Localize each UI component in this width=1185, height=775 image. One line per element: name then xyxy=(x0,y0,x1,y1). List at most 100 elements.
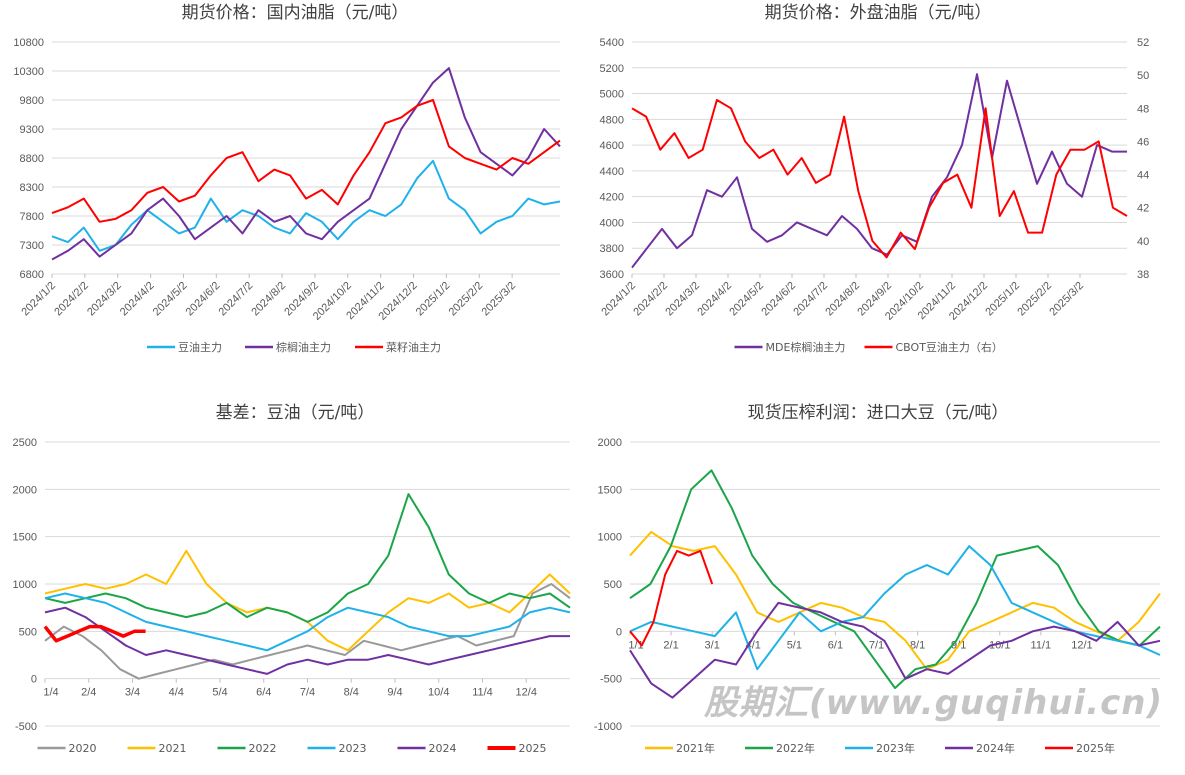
y-tick-label: -500 xyxy=(600,674,622,686)
y-tick-label: 500 xyxy=(604,579,622,591)
x-tick-label: 1/4 xyxy=(43,687,58,699)
x-tick-label: 12/4 xyxy=(516,687,537,699)
x-tick-label: 3/4 xyxy=(125,687,140,699)
x-tick-label: 2024/4/2 xyxy=(695,280,734,319)
y2-tick-label: 50 xyxy=(1137,70,1149,82)
y-tick-label: 1000 xyxy=(598,532,622,544)
chart-title: 期货价格：外盘油脂（元/吨） xyxy=(765,3,992,23)
legend-label: 2024年 xyxy=(976,741,1015,755)
y-tick-label: 3800 xyxy=(600,243,624,255)
series-line-2024年 xyxy=(629,601,1161,699)
legend-label: 2025 xyxy=(519,742,547,755)
legend-label: 2021年 xyxy=(676,741,715,755)
legend-label: MDE棕榈油主力 xyxy=(766,340,846,354)
x-tick-label: 2025/1/2 xyxy=(414,280,453,319)
x-tick-label: 4/4 xyxy=(169,687,184,699)
x-tick-label: 12/1 xyxy=(1071,639,1092,651)
series-line-CBOT豆油主力（右） xyxy=(631,99,1128,259)
y2-tick-label: 44 xyxy=(1137,170,1149,182)
legend-label: CBOT豆油主力（右） xyxy=(896,340,1003,354)
y-tick-label: 6800 xyxy=(20,269,44,281)
x-tick-label: 2024/2/2 xyxy=(631,280,670,319)
series-line-MDE棕榈油主力 xyxy=(631,73,1127,269)
series-line-2024 xyxy=(44,606,570,675)
y-tick-label: 500 xyxy=(19,626,37,638)
y2-tick-label: 42 xyxy=(1137,203,1149,215)
y2-tick-label: 46 xyxy=(1137,136,1149,148)
x-tick-label: 2025/2/2 xyxy=(1015,280,1054,319)
y-tick-label: 1500 xyxy=(13,532,37,544)
x-tick-label: 11/4 xyxy=(472,687,493,699)
y2-tick-label: 38 xyxy=(1137,269,1149,281)
y-tick-label: 10300 xyxy=(13,66,44,78)
x-tick-label: 6/4 xyxy=(256,687,271,699)
x-tick-label: 5/1 xyxy=(787,639,802,651)
x-tick-label: 2024/8/2 xyxy=(249,280,288,319)
legend-label: 2024 xyxy=(429,742,457,755)
y-tick-label: 5400 xyxy=(600,37,624,49)
x-tick-label: 2024/5/2 xyxy=(151,280,190,319)
y-tick-label: 4800 xyxy=(600,114,624,126)
x-tick-label: 2/4 xyxy=(81,687,96,699)
y2-tick-label: 40 xyxy=(1137,236,1149,248)
x-tick-label: 2025/3/2 xyxy=(479,280,518,319)
y2-tick-label: 48 xyxy=(1137,103,1149,115)
y-tick-label: -500 xyxy=(15,721,37,733)
y-tick-label: 4000 xyxy=(600,217,624,229)
series-line-2025年 xyxy=(629,549,714,647)
y-tick-label: 1500 xyxy=(598,484,622,496)
x-tick-label: 8/1 xyxy=(910,639,925,651)
y-tick-label: 2000 xyxy=(598,437,622,449)
chart-title: 基差：豆油（元/吨） xyxy=(216,403,375,423)
y-tick-label: 10800 xyxy=(13,37,44,49)
legend-label: 2020 xyxy=(69,742,97,755)
chart-title: 期货价格：国内油脂（元/吨） xyxy=(182,3,409,23)
y-tick-label: 7800 xyxy=(20,211,44,223)
legend-label: 菜籽油主力 xyxy=(386,340,441,354)
y-tick-label: 9300 xyxy=(20,124,44,136)
y-tick-label: 3600 xyxy=(600,269,624,281)
x-tick-label: 3/1 xyxy=(705,639,720,651)
x-tick-label: 2024/4/2 xyxy=(118,280,157,319)
x-tick-label: 5/4 xyxy=(212,687,227,699)
y-tick-label: 9800 xyxy=(20,95,44,107)
legend-label: 2022 xyxy=(249,742,277,755)
x-tick-label: 2025/1/2 xyxy=(983,280,1022,319)
x-tick-label: 2024/1/2 xyxy=(599,280,638,319)
y-tick-label: 4400 xyxy=(600,166,624,178)
y-tick-label: 2500 xyxy=(13,437,37,449)
x-tick-label: 2024/6/2 xyxy=(759,280,798,319)
x-tick-label: 2025/3/2 xyxy=(1047,280,1086,319)
series-line-2022 xyxy=(44,493,571,623)
y2-tick-label: 52 xyxy=(1137,37,1149,49)
x-tick-label: 2024/6/2 xyxy=(184,280,223,319)
series-line-2025 xyxy=(43,624,146,643)
y-tick-label: 5200 xyxy=(600,63,624,75)
x-tick-label: 9/4 xyxy=(387,687,402,699)
series-line-豆油主力 xyxy=(51,159,561,252)
x-tick-label: 2024/1/2 xyxy=(19,280,58,319)
x-tick-label: 2024/5/2 xyxy=(727,280,766,319)
y-tick-label: 0 xyxy=(31,674,37,686)
legend-label: 2023年 xyxy=(876,741,915,755)
series-line-2023 xyxy=(44,592,571,652)
y-tick-label: 2000 xyxy=(13,484,37,496)
x-tick-label: 2/1 xyxy=(663,639,678,651)
x-tick-label: 8/4 xyxy=(344,687,359,699)
chart-title: 现货压榨利润：进口大豆（元/吨） xyxy=(748,403,1009,423)
y-tick-label: 0 xyxy=(616,626,622,638)
y-tick-label: 1000 xyxy=(13,579,37,591)
x-tick-label: 11/1 xyxy=(1031,639,1052,651)
y-tick-label: 4600 xyxy=(600,140,624,152)
series-line-2021年 xyxy=(629,530,1161,671)
x-tick-label: 2025/2/2 xyxy=(447,280,486,319)
legend-label: 2021 xyxy=(159,742,187,755)
series-line-棕榈油主力 xyxy=(51,67,561,261)
legend-label: 豆油主力 xyxy=(178,340,222,354)
y-tick-label: 5000 xyxy=(600,89,624,101)
x-tick-label: 7/4 xyxy=(300,687,315,699)
series-line-菜籽油主力 xyxy=(51,99,561,223)
legend-label: 2023 xyxy=(339,742,367,755)
